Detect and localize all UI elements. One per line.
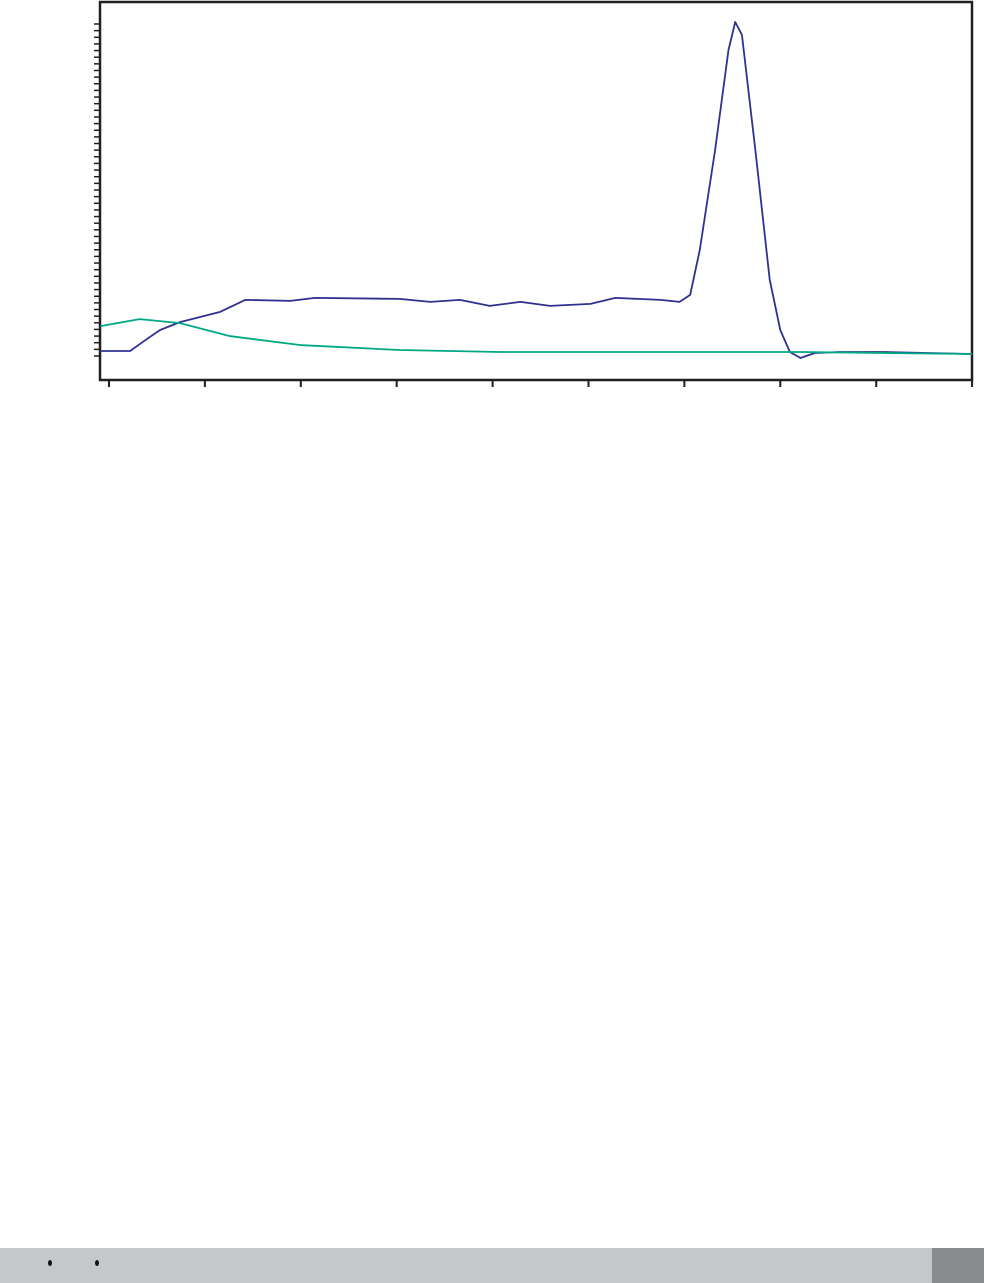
y-axis-ticks	[94, 23, 100, 357]
page-number-box	[932, 1248, 984, 1283]
x-axis-ticks	[108, 380, 974, 387]
series-line-2	[100, 318, 973, 355]
series-lines	[100, 21, 973, 359]
series-line-1	[100, 21, 973, 359]
bullet-dot	[95, 1260, 99, 1266]
plot-frame	[98, 0, 974, 382]
bullet-dot	[48, 1260, 52, 1266]
chart	[94, 0, 974, 387]
footer-bar	[0, 1248, 984, 1283]
